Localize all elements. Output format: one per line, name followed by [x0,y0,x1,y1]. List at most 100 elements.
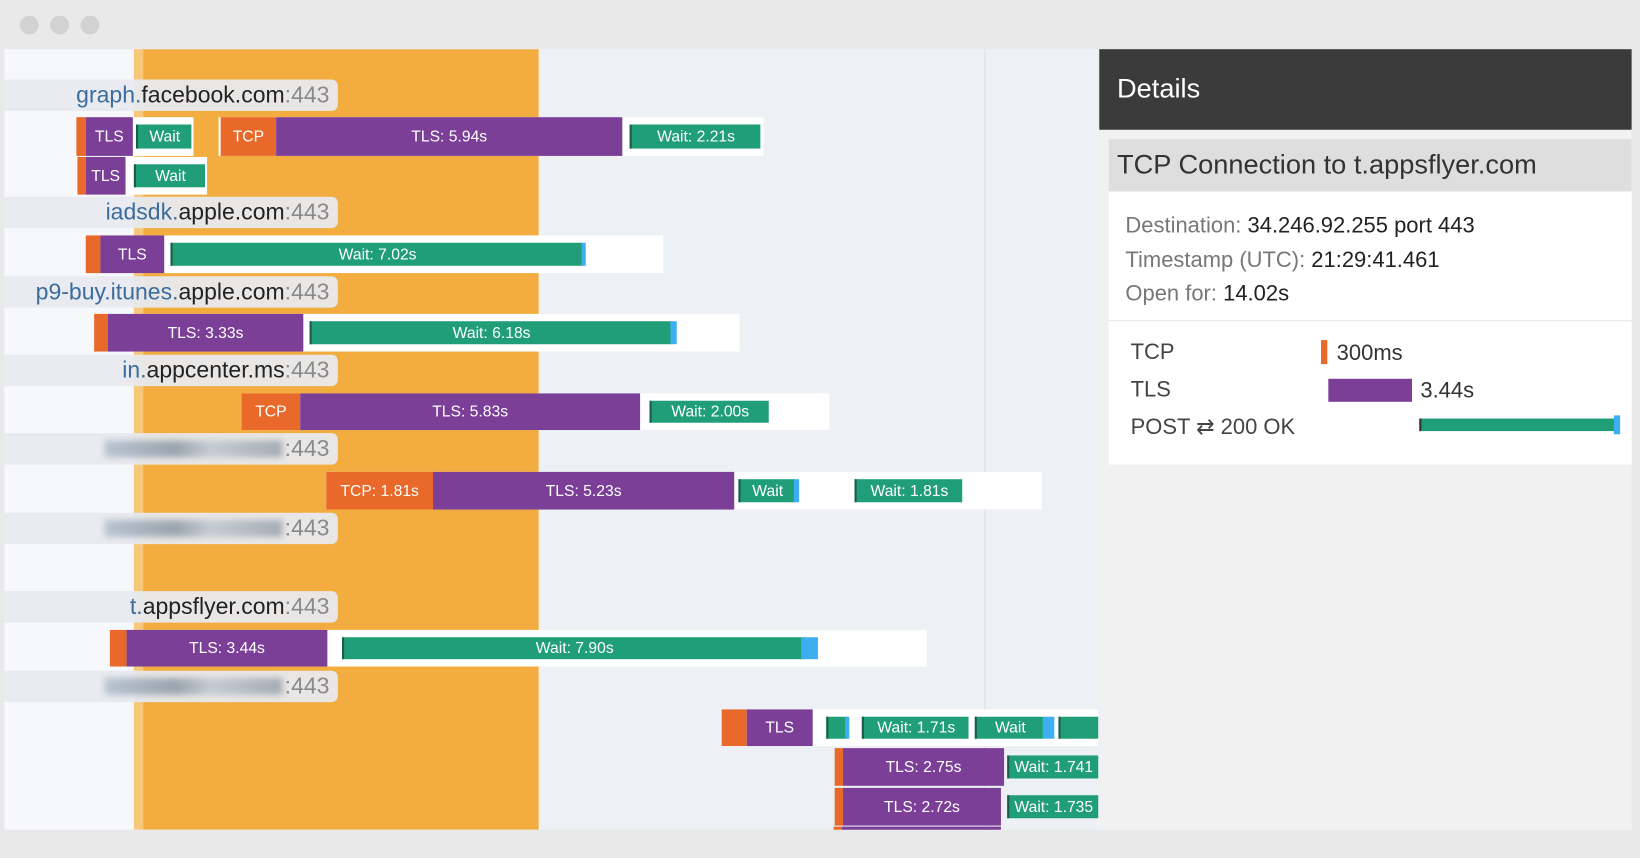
blurred-host [104,440,283,458]
details-panel: Details TCP Connection to t.appsflyer.co… [1099,49,1632,830]
host-label[interactable]: :443 [4,670,338,703]
segment-cap[interactable] [670,321,677,345]
host-domain: appsflyer.com [142,593,285,620]
timing-phase: TLS [1130,377,1171,402]
timing-phase: TCP [1130,340,1175,365]
timing-segment[interactable] [76,117,86,156]
timing-segment[interactable]: TLS [85,156,126,195]
field-value: 21:29:41.461 [1311,247,1440,273]
timing-segment[interactable]: TLS [746,709,813,747]
timing-segment[interactable] [85,235,101,274]
segment-cap[interactable] [801,637,818,660]
host-port: :443 [284,514,330,541]
timing-segment[interactable]: TLS [85,117,133,156]
host-domain: apple.com [178,198,285,225]
timing-segment[interactable]: TLS: 2.72s [843,787,1001,826]
host-label[interactable]: p9-buy.itunes. apple.com:443 [4,276,338,308]
host-label[interactable]: :443 [4,512,338,545]
field: Timestamp (UTC): 21:29:41.461 [1125,248,1439,273]
timing-segment[interactable]: Wait: 1.741 [1007,755,1099,779]
field-label: Timestamp (UTC): [1125,247,1306,273]
timing-bar [1419,418,1617,432]
field: Destination: 34.246.92.255 port 443 [1125,213,1474,238]
timing-segment[interactable] [721,709,747,747]
timing-segment[interactable]: TLS [100,235,165,274]
host-label[interactable]: t. appsflyer.com:443 [4,591,338,623]
timing-segment[interactable]: TLS: 5.83s [300,393,641,431]
separator [1108,320,1632,322]
host-prefix: t. [129,593,143,620]
host-domain: apple.com [178,278,285,305]
host-port: :443 [284,278,330,305]
field-label: Open for: [1125,281,1217,306]
host-prefix: iadsdk. [105,198,179,225]
timing-segment[interactable]: TLS: 3.33s [107,313,304,352]
window-button[interactable] [19,15,39,35]
host-port: :443 [284,81,330,108]
timing-segment[interactable]: TLS: 3.44s [126,629,328,667]
window-button[interactable] [80,15,100,35]
timing-segment[interactable]: Wait: 1.81s [854,479,963,503]
time-marker [984,49,986,830]
timing-segment[interactable]: TLS: 5.23s [433,471,735,510]
timing-segment[interactable] [77,156,86,195]
host-prefix: in. [122,356,147,383]
timing-segment[interactable]: Wait: 2.21s [629,124,761,149]
segment-cap[interactable] [581,242,586,266]
timing-segment[interactable]: Wait [738,479,795,503]
timing-segment[interactable]: Wait: 1.735 [1007,795,1099,819]
host-port: :443 [284,198,330,225]
timing-segment[interactable] [833,826,842,830]
timing-segment[interactable]: TCP [220,117,277,156]
blurred-host [104,678,283,695]
timing-segment[interactable]: Wait: 7.02s [170,242,583,266]
host-label[interactable]: :443 [4,433,338,465]
timing-segment[interactable]: TCP: 1.81s [326,471,434,510]
timing-segment[interactable]: Wait: 2.00s [649,400,769,423]
timing-segment[interactable] [834,748,844,786]
timing-segment[interactable]: TCP [241,393,301,431]
field-label: Destination: [1125,213,1242,238]
host-prefix: p9-buy.itunes. [35,278,179,305]
host-label[interactable]: iadsdk. apple.com:443 [4,196,338,229]
window-button[interactable] [50,15,70,35]
field-value: 34.246.92.255 port 443 [1247,213,1475,238]
timing-segment[interactable] [834,787,844,826]
segment-cap[interactable] [1042,716,1055,739]
segment-cap[interactable] [793,479,800,503]
timing-bar [1328,378,1412,402]
field: Open for: 14.02s [1125,281,1289,306]
host-port: :443 [284,593,330,620]
timing-segment[interactable] [826,716,848,739]
host-label[interactable]: in. appcenter.ms:443 [4,354,338,387]
host-domain: facebook.com [141,81,285,108]
host-domain: appcenter.ms [146,356,285,383]
timing-segment[interactable] [1058,716,1099,739]
timing-segment[interactable] [109,629,127,667]
timing-segment[interactable] [841,826,1001,830]
timing-segment[interactable]: TLS: 2.75s [843,748,1005,786]
host-port: :443 [284,356,330,383]
card-title: TCP Connection to t.appsflyer.com [1117,148,1537,180]
timing-segment[interactable]: Wait [135,124,192,149]
timing-cap [1613,415,1621,435]
details-title: Details [1117,72,1201,104]
details-card [1108,139,1632,465]
timing-bar [1320,340,1328,365]
timing-segment[interactable] [94,313,108,352]
timing-segment[interactable]: TLS: 5.94s [276,117,623,156]
details-header [1099,49,1632,130]
host-port: :443 [284,435,330,462]
timing-segment[interactable]: Wait [133,164,206,188]
timing-segment[interactable]: Wait: 1.71s [861,716,969,739]
timing-segment[interactable]: Wait: 7.90s [342,637,806,660]
timing-duration: 3.44s [1420,378,1475,403]
host-label[interactable]: graph. facebook.com:443 [4,79,338,111]
timing-segment[interactable]: Wait [974,716,1044,739]
field-value: 14.02s [1223,281,1290,306]
timing-phase: POST ⇄ 200 OK [1130,415,1296,440]
segment-cap[interactable] [845,716,850,739]
timing-segment[interactable]: Wait: 6.18s [309,321,672,345]
